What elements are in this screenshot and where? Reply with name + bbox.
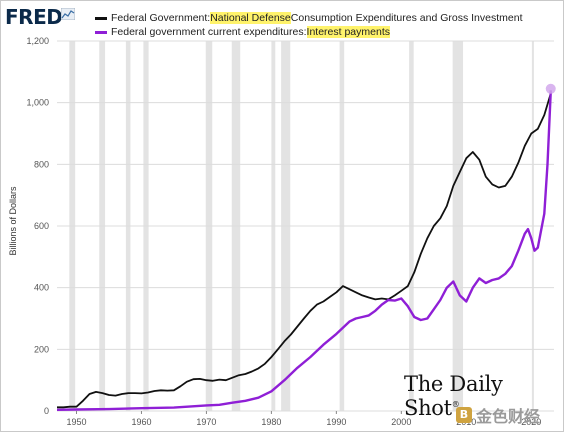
y-tick-label-1200: 1,200 (26, 36, 49, 46)
x-tick-label-1990: 1990 (326, 417, 346, 427)
watermark-text: The Daily Shot (404, 372, 503, 420)
legend-item-defense: Federal Government: National Defense Con… (95, 11, 522, 25)
legend-text-interest-highlight: Interest payments (306, 26, 390, 38)
chart-legend: Federal Government: National Defense Con… (95, 11, 522, 39)
series-line-defense (57, 93, 552, 409)
legend-swatch-interest (95, 30, 107, 34)
watermark-mark: ® (451, 400, 460, 409)
jinse-text: 金色财经 (476, 407, 541, 426)
jinse-watermark: B 金色财经 (456, 403, 540, 427)
x-tick-label-1970: 1970 (196, 417, 216, 427)
y-tick-label-400: 400 (34, 283, 49, 293)
legend-text-defense-highlight: National Defense (210, 12, 291, 24)
legend-text-defense-suffix: Consumption Expenditures and Gross Inves… (290, 12, 523, 24)
fred-chart-icon (61, 8, 75, 20)
legend-item-interest: Federal government current expenditures:… (95, 25, 522, 39)
series-line-interest (56, 90, 552, 411)
x-tick-label-2000: 2000 (391, 417, 411, 427)
y-tick-label-1000: 1,000 (26, 98, 49, 108)
end-point-marker (545, 83, 556, 94)
y-tick-label-200: 200 (34, 344, 49, 354)
fred-logo: FRED (5, 5, 63, 29)
y-tick-label-600: 600 (34, 221, 49, 231)
x-tick-label-1950: 1950 (66, 417, 86, 427)
jinse-logo-icon: B (456, 407, 472, 423)
x-tick-label-1960: 1960 (131, 417, 151, 427)
legend-text-interest-prefix: Federal government current expenditures: (111, 26, 307, 38)
legend-swatch-defense (95, 16, 107, 20)
legend-text-defense-prefix: Federal Government: (111, 12, 211, 24)
y-tick-label-800: 800 (34, 159, 49, 169)
daily-shot-watermark: The Daily Shot® (404, 372, 563, 420)
y-tick-label-0: 0 (44, 406, 49, 416)
x-tick-label-2020: 2020 (521, 417, 541, 427)
x-tick-label-1980: 1980 (261, 417, 281, 427)
